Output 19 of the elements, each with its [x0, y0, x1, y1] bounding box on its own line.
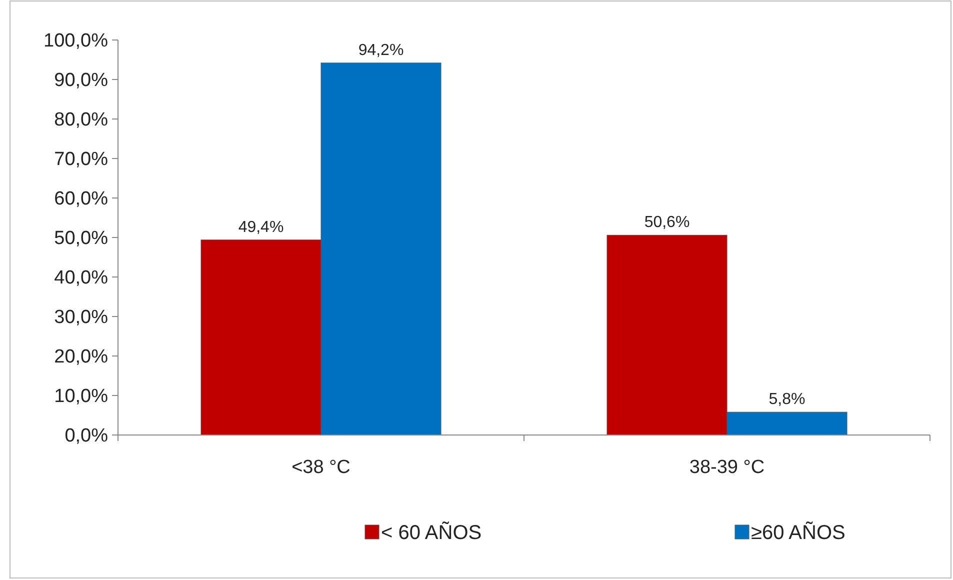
y-tick-label: 70,0%	[54, 149, 108, 170]
data-label: 49,4%	[238, 218, 284, 236]
legend-label: ≥60 AÑOS	[751, 521, 846, 544]
y-tick-label: 60,0%	[54, 188, 108, 210]
y-tick-label: 100,0%	[44, 30, 108, 52]
y-tick-label: 80,0%	[54, 110, 108, 131]
x-tick-label: <38 °C	[292, 457, 350, 478]
legend-label: < 60 AÑOS	[381, 521, 482, 544]
y-tick-label: 50,0%	[54, 228, 108, 250]
y-tick-label: 40,0%	[54, 268, 108, 289]
y-tick-label: 90,0%	[54, 70, 108, 92]
y-tick-label: 10,0%	[54, 386, 108, 408]
y-tick-label: 20,0%	[54, 346, 108, 368]
x-tick-label: 38-39 °C	[689, 457, 765, 478]
y-tick-label: 30,0%	[54, 307, 108, 328]
data-label: 5,8%	[768, 391, 806, 408]
data-label: 50,6%	[644, 214, 690, 232]
data-label: 94,2%	[358, 42, 404, 59]
y-tick-label: 0,0%	[64, 426, 108, 447]
